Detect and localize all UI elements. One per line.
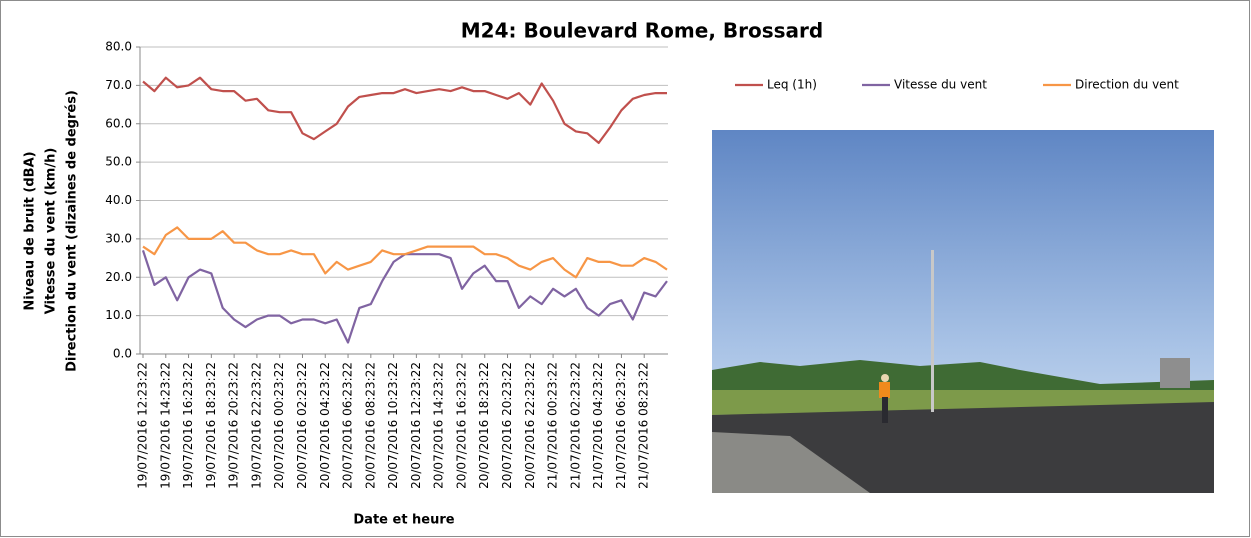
y-tick-label: 0.0 [113,347,132,361]
x-tick-label: 20/07/2016 14:23:22 [432,362,446,489]
y-tick-label: 10.0 [105,308,132,322]
x-tick-label: 21/07/2016 00:23:22 [546,362,560,489]
y-tick-label: 50.0 [105,155,132,169]
legend-label: Vitesse du vent [894,78,987,92]
x-tick-label: 19/07/2016 16:23:22 [181,362,195,489]
y-axis-label-line: Niveau de bruit (dBA) [23,151,38,310]
x-tick-label: 20/07/2016 00:23:22 [272,362,286,489]
x-tick-label: 19/07/2016 22:23:22 [249,362,263,489]
y-tick-label: 60.0 [105,116,132,130]
x-tick-label: 20/07/2016 04:23:22 [318,362,332,489]
photo [712,130,1214,493]
x-tick-label: 21/07/2016 06:23:22 [614,362,628,489]
legend-label: Direction du vent [1075,78,1179,92]
x-tick-label: 20/07/2016 22:23:22 [523,362,537,489]
x-tick-label: 21/07/2016 04:23:22 [591,362,605,489]
x-tick-label: 19/07/2016 20:23:22 [227,362,241,489]
x-tick-label: 20/07/2016 20:23:22 [500,362,514,489]
legend-label: Leq (1h) [767,78,817,92]
chart-title: M24: Boulevard Rome, Brossard [461,19,823,43]
x-tick-label: 20/07/2016 06:23:22 [341,362,355,489]
y-tick-label: 80.0 [105,40,132,54]
x-tick-label: 21/07/2016 08:23:22 [637,362,651,489]
y-tick-label: 20.0 [105,270,132,284]
x-tick-label: 20/07/2016 16:23:22 [454,362,468,489]
chart: M24: Boulevard Rome, Brossard Date et he… [0,0,1251,538]
x-tick-label: 20/07/2016 08:23:22 [363,362,377,489]
y-tick-label: 70.0 [105,78,132,92]
x-tick-label: 20/07/2016 02:23:22 [295,362,309,489]
x-tick-label: 21/07/2016 02:23:22 [568,362,582,489]
y-axis-label-line: Direction du vent (dizaines de degrés) [65,90,80,372]
x-tick-label: 20/07/2016 12:23:22 [409,362,423,489]
x-axis-label: Date et heure [353,513,454,528]
x-tick-label: 20/07/2016 18:23:22 [477,362,491,489]
y-axis-label-line: Vitesse du vent (km/h) [44,148,59,315]
x-tick-label: 19/07/2016 14:23:22 [158,362,172,489]
x-tick-label: 20/07/2016 10:23:22 [386,362,400,489]
y-tick-label: 40.0 [105,193,132,207]
x-tick-label: 19/07/2016 12:23:22 [136,362,150,489]
x-tick-label: 19/07/2016 18:23:22 [204,362,218,489]
y-tick-label: 30.0 [105,231,132,245]
